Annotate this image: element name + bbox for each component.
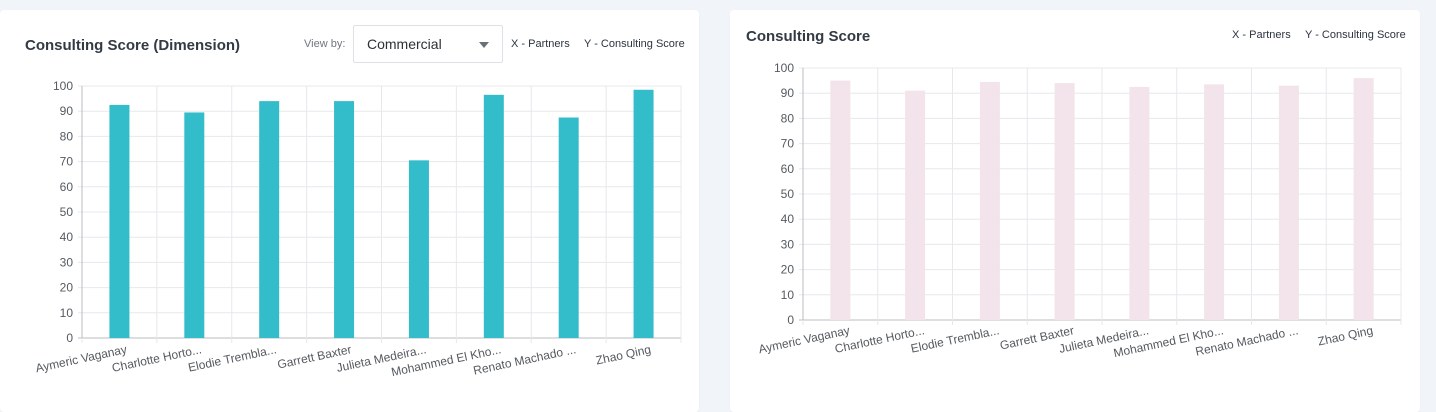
x-axis-key: X - [1232, 29, 1250, 41]
bar[interactable] [1054, 83, 1075, 321]
y-tick-label: 30 [781, 237, 795, 251]
y-tick-label: 50 [60, 205, 74, 219]
y-axis-key: Y - [1305, 29, 1322, 41]
chart-title: Consulting Score (Dimension) [25, 37, 241, 54]
y-tick-label: 60 [60, 180, 74, 194]
bar[interactable] [483, 94, 504, 338]
bar[interactable] [1204, 84, 1225, 320]
y-tick-label: 90 [60, 104, 74, 118]
chart-card-dimension: Consulting Score (Dimension) View by: Co… [0, 10, 699, 412]
y-axis-legend: Y - Consulting Score [1305, 29, 1406, 41]
x-tick-label: Zhao Qing [1317, 323, 1375, 348]
bar[interactable] [408, 160, 429, 338]
y-axis-legend: Y - Consulting Score [584, 38, 685, 50]
chart-card-overall: Consulting Score X - Partners Y - Consul… [730, 10, 1420, 412]
x-axis-value: Partners [1249, 29, 1291, 41]
y-tick-label: 10 [781, 288, 795, 302]
view-by-value: Commercial [367, 36, 442, 52]
view-by-select[interactable]: Commercial [353, 25, 503, 63]
bar[interactable] [1278, 85, 1299, 320]
bar[interactable] [830, 80, 851, 320]
bar[interactable] [259, 101, 280, 339]
x-tick-label: Zhao Qing [594, 342, 652, 367]
bar[interactable] [558, 117, 579, 339]
y-axis-key: Y - [584, 38, 601, 50]
y-tick-label: 10 [60, 306, 74, 320]
bar[interactable] [905, 90, 926, 321]
y-tick-label: 20 [781, 263, 795, 277]
x-axis-value: Partners [528, 38, 570, 50]
chart-title: Consulting Score [746, 28, 871, 45]
bar[interactable] [1353, 78, 1374, 320]
y-tick-label: 100 [53, 79, 73, 93]
y-tick-label: 60 [781, 162, 795, 176]
x-axis-legend: X - Partners [511, 38, 570, 50]
y-tick-label: 40 [60, 230, 74, 244]
y-axis-value: Consulting Score [1321, 29, 1406, 41]
y-tick-label: 20 [60, 281, 74, 295]
y-tick-label: 50 [781, 187, 795, 201]
y-tick-label: 40 [781, 212, 795, 226]
y-tick-label: 100 [774, 61, 794, 75]
y-tick-label: 30 [60, 255, 74, 269]
y-tick-label: 0 [787, 313, 794, 327]
bar[interactable] [633, 89, 654, 338]
y-tick-label: 80 [781, 111, 795, 125]
bar[interactable] [184, 112, 205, 339]
bar[interactable] [979, 81, 1000, 320]
bar[interactable] [1129, 86, 1150, 321]
bar[interactable] [334, 101, 355, 339]
x-axis-legend: X - Partners [1232, 29, 1291, 41]
y-tick-label: 80 [60, 129, 74, 143]
bar[interactable] [109, 104, 130, 339]
chevron-down-icon [479, 42, 489, 48]
x-axis-key: X - [511, 38, 529, 50]
y-tick-label: 90 [781, 86, 795, 100]
y-tick-label: 70 [781, 137, 795, 151]
y-tick-label: 70 [60, 155, 74, 169]
view-by-label: View by: [304, 38, 346, 50]
y-tick-label: 0 [66, 331, 73, 345]
y-axis-value: Consulting Score [600, 38, 685, 50]
